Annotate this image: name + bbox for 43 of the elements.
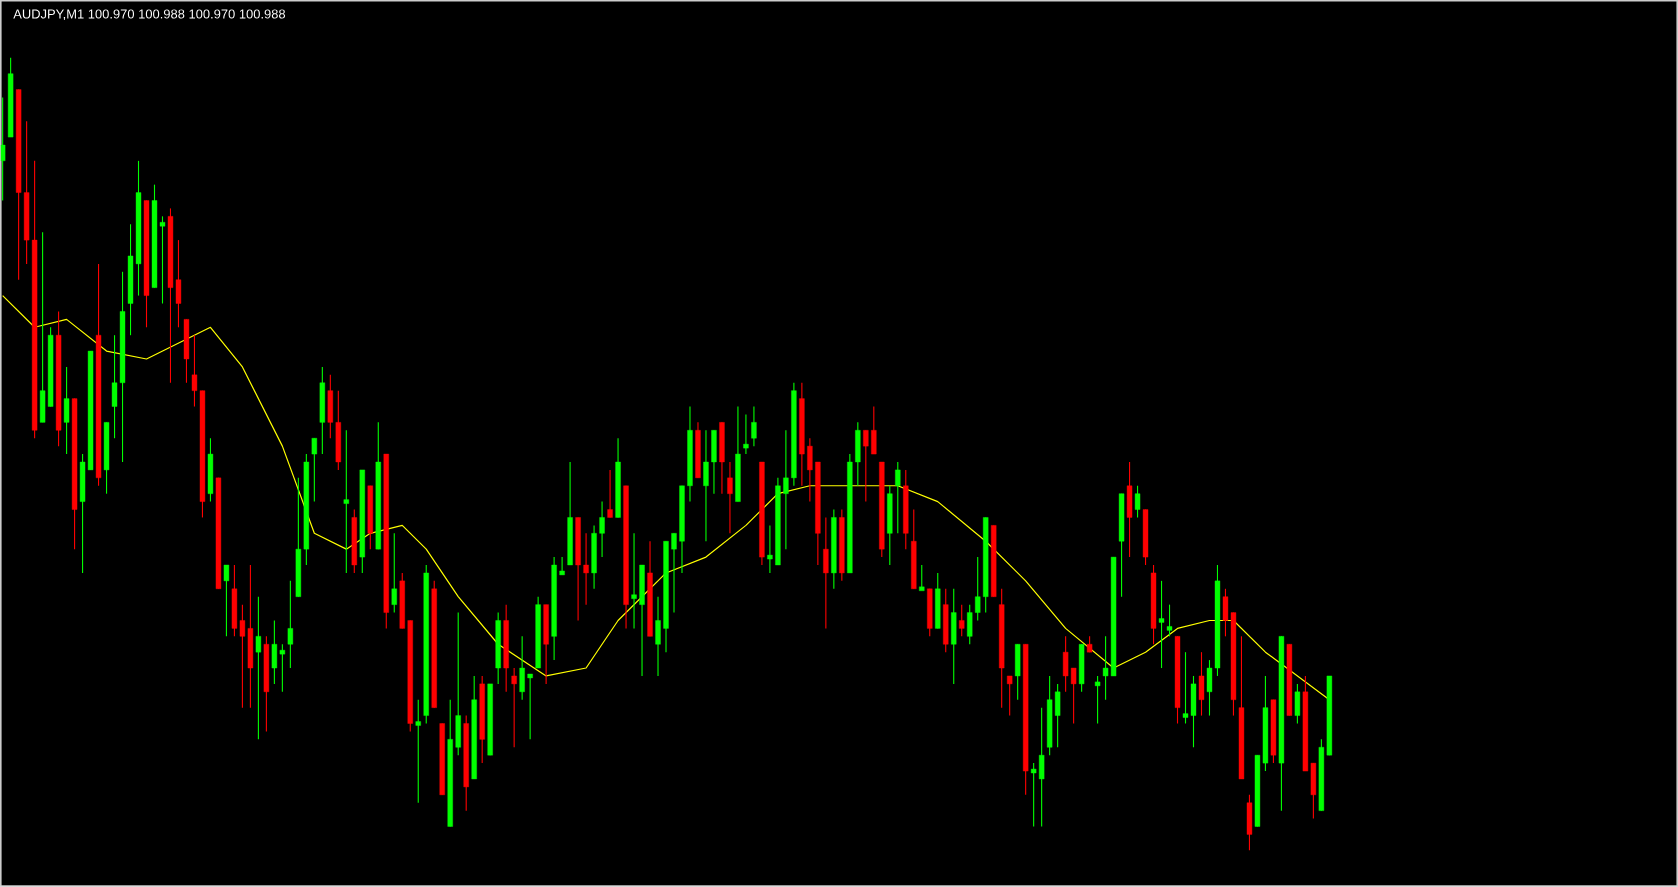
candlestick	[0, 97, 6, 202]
candlestick	[807, 437, 813, 503]
candlestick	[655, 596, 661, 677]
candlestick	[863, 429, 869, 503]
candlestick	[559, 556, 565, 576]
candlestick	[391, 532, 397, 614]
candlestick	[255, 596, 262, 741]
candlestick	[583, 532, 589, 606]
candlestick	[1094, 675, 1101, 725]
candlestick	[1166, 604, 1173, 637]
candlestick	[743, 414, 749, 455]
candlestick	[871, 406, 877, 455]
candlestick	[1030, 762, 1037, 828]
candlestick	[1294, 683, 1301, 725]
candlestick	[1054, 683, 1061, 748]
candlestick	[511, 667, 517, 748]
candlestick	[599, 501, 605, 558]
candlestick	[967, 604, 973, 645]
candlestick	[415, 699, 421, 804]
candlestick	[631, 532, 637, 630]
candlestick	[343, 429, 349, 574]
candlestick	[767, 524, 773, 574]
candlestick	[63, 366, 70, 455]
candlestick	[1134, 485, 1141, 519]
candlestick	[671, 532, 677, 614]
candlestick	[1158, 580, 1165, 669]
candlestick	[727, 461, 733, 534]
candlestick	[519, 635, 525, 701]
candlestick	[975, 556, 981, 622]
candlestick	[783, 429, 789, 550]
candlestick	[311, 437, 318, 503]
candlestick	[703, 429, 709, 542]
candlestick	[959, 604, 965, 637]
candlestick	[223, 564, 230, 637]
candlestick	[1198, 651, 1205, 717]
candlestick	[287, 580, 294, 669]
chart-title: AUDJPY,M1 100.970 100.988 100.970 100.988	[13, 9, 286, 21]
candlestick	[607, 469, 613, 519]
candlestick	[895, 461, 901, 534]
candlestick	[823, 517, 829, 630]
candlestick	[751, 406, 757, 447]
candlestick	[1007, 675, 1013, 717]
candlestick	[1038, 707, 1045, 828]
